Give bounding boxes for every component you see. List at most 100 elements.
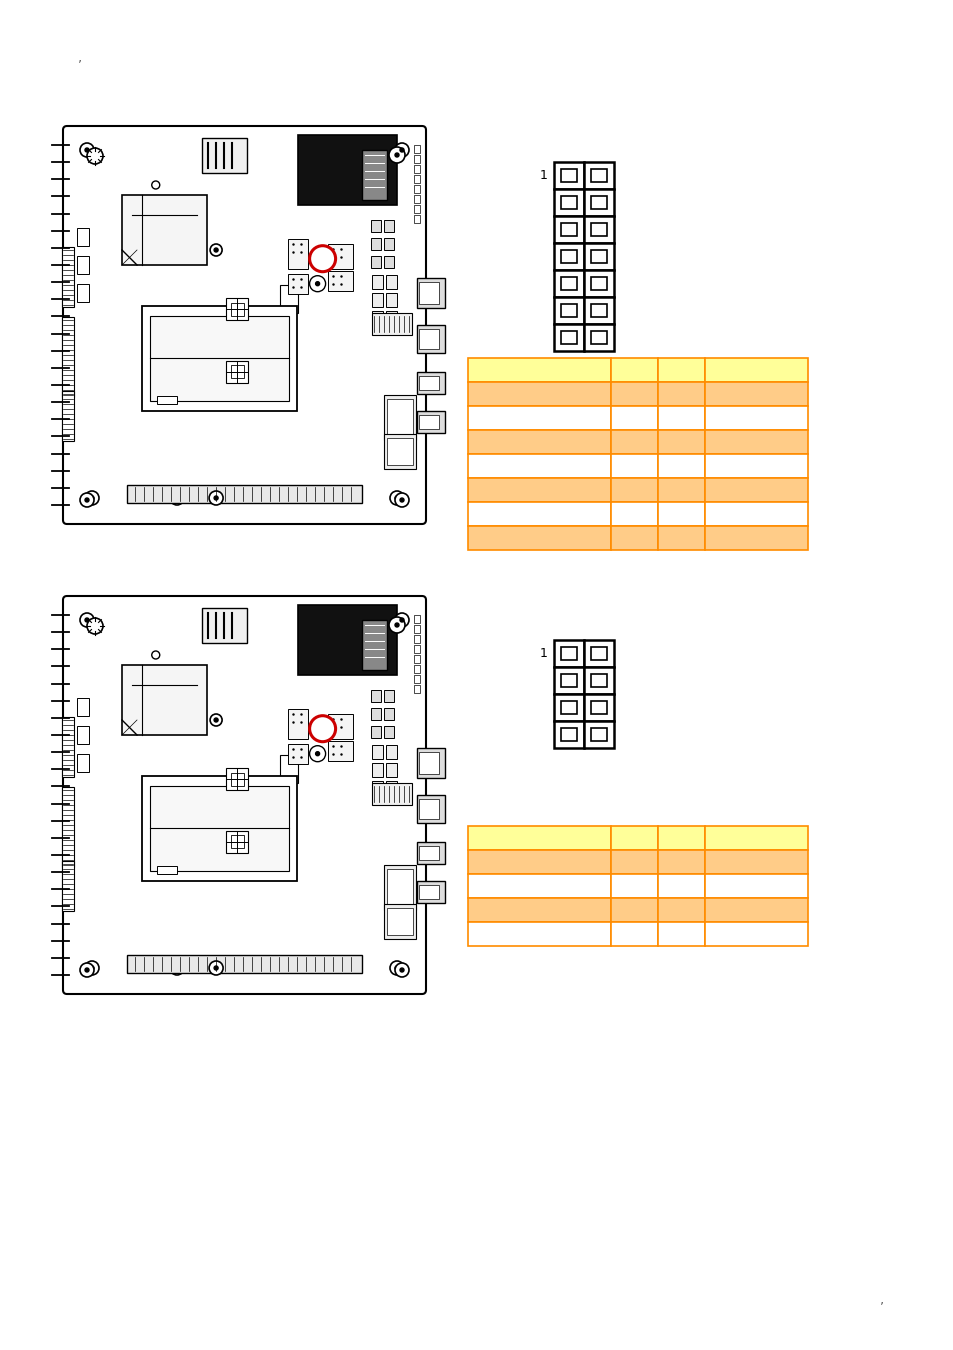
Circle shape — [395, 963, 409, 977]
Bar — [122, 194, 207, 265]
Bar — [372, 293, 382, 306]
Bar — [122, 666, 207, 734]
Bar — [468, 898, 610, 922]
Bar — [327, 271, 353, 290]
Bar — [658, 826, 704, 850]
Bar — [468, 478, 610, 502]
Bar — [387, 439, 413, 466]
Circle shape — [80, 963, 94, 977]
Bar — [231, 366, 244, 378]
Bar — [371, 256, 380, 269]
Bar — [590, 277, 607, 290]
Circle shape — [85, 961, 99, 975]
Bar — [414, 655, 419, 663]
Bar — [610, 826, 658, 850]
Bar — [62, 392, 74, 441]
Circle shape — [87, 148, 103, 163]
Bar — [77, 753, 89, 771]
Circle shape — [210, 714, 222, 726]
Bar — [468, 382, 610, 406]
Bar — [226, 360, 248, 383]
Text: ’: ’ — [879, 1300, 883, 1314]
Bar — [610, 898, 658, 922]
Circle shape — [90, 967, 94, 971]
Bar — [560, 169, 577, 182]
Bar — [150, 316, 289, 401]
Bar — [77, 284, 89, 301]
Bar — [371, 707, 380, 720]
Bar — [704, 922, 807, 946]
FancyBboxPatch shape — [63, 126, 426, 524]
Bar — [468, 358, 610, 382]
Bar — [554, 721, 583, 748]
Bar — [371, 220, 380, 232]
Circle shape — [213, 718, 218, 722]
Circle shape — [213, 967, 218, 971]
Bar — [610, 502, 658, 526]
Bar — [590, 196, 607, 209]
Bar — [414, 165, 419, 173]
Bar — [62, 317, 74, 397]
Circle shape — [399, 498, 403, 502]
Circle shape — [85, 968, 89, 972]
Circle shape — [395, 613, 409, 626]
Bar — [610, 382, 658, 406]
Bar — [384, 904, 416, 940]
Circle shape — [170, 961, 184, 975]
Bar — [583, 297, 614, 324]
Bar — [231, 302, 244, 316]
Bar — [387, 909, 413, 936]
Bar — [384, 220, 394, 232]
Circle shape — [85, 491, 99, 505]
Bar — [590, 647, 607, 660]
Bar — [62, 717, 74, 778]
Bar — [583, 216, 614, 243]
Bar — [361, 150, 386, 200]
Bar — [226, 830, 248, 853]
Bar — [386, 782, 396, 795]
Bar — [560, 674, 577, 687]
Bar — [610, 454, 658, 478]
Bar — [658, 873, 704, 898]
Circle shape — [399, 618, 403, 622]
Bar — [287, 744, 307, 764]
Bar — [297, 605, 396, 675]
Bar — [590, 223, 607, 236]
Circle shape — [315, 282, 319, 286]
Bar — [384, 435, 416, 470]
Text: ’: ’ — [78, 58, 82, 72]
Bar — [62, 247, 74, 306]
Bar — [610, 850, 658, 873]
Circle shape — [389, 617, 405, 633]
Bar — [287, 709, 307, 738]
Circle shape — [399, 148, 403, 153]
Bar — [384, 690, 394, 702]
Bar — [554, 216, 583, 243]
Circle shape — [85, 148, 89, 153]
Bar — [416, 795, 444, 824]
Circle shape — [390, 491, 403, 505]
Bar — [414, 205, 419, 213]
Bar — [610, 478, 658, 502]
Text: 1: 1 — [539, 169, 547, 182]
Bar — [384, 707, 394, 720]
Bar — [704, 454, 807, 478]
Bar — [658, 478, 704, 502]
Bar — [414, 666, 419, 674]
Bar — [416, 748, 444, 778]
Bar — [590, 701, 607, 714]
Bar — [414, 675, 419, 683]
Bar — [77, 725, 89, 744]
Bar — [704, 850, 807, 873]
Circle shape — [87, 618, 103, 634]
Bar — [418, 799, 438, 819]
Bar — [658, 406, 704, 431]
Bar — [704, 431, 807, 454]
Bar — [610, 873, 658, 898]
Bar — [704, 873, 807, 898]
Bar — [384, 256, 394, 269]
Bar — [658, 526, 704, 549]
Bar — [468, 826, 610, 850]
Bar — [77, 255, 89, 274]
Circle shape — [210, 244, 222, 256]
